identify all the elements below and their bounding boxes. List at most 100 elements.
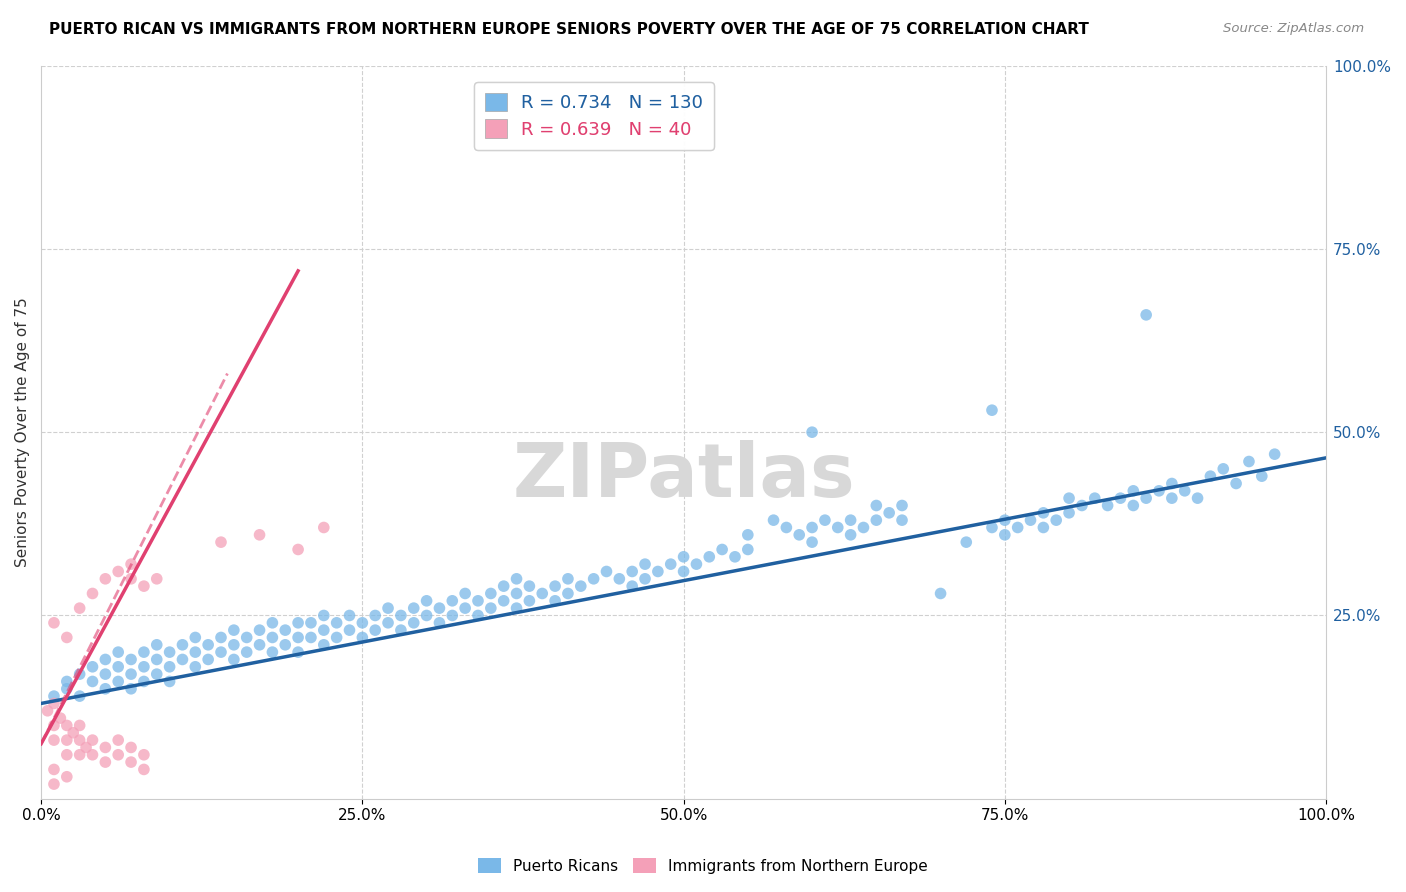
- Point: [801, 425, 824, 440]
- Point: [222, 623, 245, 637]
- Point: [389, 623, 412, 637]
- Point: [1135, 491, 1157, 505]
- Point: [505, 572, 527, 586]
- Point: [69, 601, 91, 615]
- Point: [364, 623, 387, 637]
- Point: [56, 733, 79, 747]
- Point: [287, 645, 309, 659]
- Point: [120, 572, 142, 586]
- Point: [274, 638, 297, 652]
- Point: [672, 565, 695, 579]
- Point: [1135, 308, 1157, 322]
- Point: [787, 528, 810, 542]
- Point: [762, 513, 785, 527]
- Point: [1122, 483, 1144, 498]
- Point: [634, 572, 657, 586]
- Point: [132, 763, 155, 777]
- Point: [1147, 483, 1170, 498]
- Point: [1045, 513, 1067, 527]
- Point: [159, 645, 181, 659]
- Point: [222, 638, 245, 652]
- Point: [544, 594, 567, 608]
- Point: [994, 513, 1017, 527]
- Point: [364, 608, 387, 623]
- Point: [801, 520, 824, 534]
- Point: [120, 557, 142, 571]
- Point: [94, 652, 117, 666]
- Point: [955, 535, 977, 549]
- Point: [222, 652, 245, 666]
- Point: [1032, 520, 1054, 534]
- Point: [737, 542, 759, 557]
- Point: [685, 557, 707, 571]
- Y-axis label: Seniors Poverty Over the Age of 75: Seniors Poverty Over the Age of 75: [15, 297, 30, 567]
- Point: [711, 542, 734, 557]
- Point: [1070, 499, 1092, 513]
- Point: [519, 594, 541, 608]
- Point: [287, 631, 309, 645]
- Point: [865, 513, 887, 527]
- Point: [262, 645, 284, 659]
- Point: [197, 652, 219, 666]
- Point: [94, 572, 117, 586]
- Point: [1084, 491, 1107, 505]
- Point: [415, 608, 437, 623]
- Point: [184, 660, 207, 674]
- Point: [159, 660, 181, 674]
- Point: [42, 615, 65, 630]
- Point: [172, 638, 194, 652]
- Point: [145, 638, 167, 652]
- Point: [441, 594, 464, 608]
- Point: [1122, 499, 1144, 513]
- Point: [325, 631, 347, 645]
- Point: [827, 520, 849, 534]
- Point: [249, 528, 271, 542]
- Point: [325, 615, 347, 630]
- Point: [994, 528, 1017, 542]
- Point: [621, 579, 644, 593]
- Point: [120, 667, 142, 681]
- Text: ZIPatlas: ZIPatlas: [512, 440, 855, 513]
- Point: [94, 755, 117, 769]
- Point: [377, 601, 399, 615]
- Point: [42, 689, 65, 703]
- Point: [56, 747, 79, 762]
- Point: [775, 520, 797, 534]
- Text: PUERTO RICAN VS IMMIGRANTS FROM NORTHERN EUROPE SENIORS POVERTY OVER THE AGE OF : PUERTO RICAN VS IMMIGRANTS FROM NORTHERN…: [49, 22, 1090, 37]
- Point: [235, 645, 257, 659]
- Point: [389, 608, 412, 623]
- Point: [1187, 491, 1209, 505]
- Point: [120, 755, 142, 769]
- Point: [49, 711, 72, 725]
- Legend: Puerto Ricans, Immigrants from Northern Europe: Puerto Ricans, Immigrants from Northern …: [471, 852, 935, 880]
- Point: [1160, 476, 1182, 491]
- Point: [929, 586, 952, 600]
- Point: [107, 674, 129, 689]
- Point: [1250, 469, 1272, 483]
- Point: [262, 631, 284, 645]
- Point: [82, 747, 104, 762]
- Point: [120, 740, 142, 755]
- Point: [839, 513, 862, 527]
- Point: [42, 763, 65, 777]
- Point: [209, 645, 232, 659]
- Point: [69, 733, 91, 747]
- Point: [1174, 483, 1197, 498]
- Point: [1097, 499, 1119, 513]
- Point: [299, 615, 322, 630]
- Point: [1019, 513, 1042, 527]
- Point: [312, 608, 335, 623]
- Point: [56, 674, 79, 689]
- Point: [184, 631, 207, 645]
- Point: [634, 557, 657, 571]
- Point: [339, 623, 361, 637]
- Point: [402, 615, 425, 630]
- Point: [1032, 506, 1054, 520]
- Point: [82, 733, 104, 747]
- Point: [56, 770, 79, 784]
- Point: [981, 403, 1004, 417]
- Point: [724, 549, 747, 564]
- Point: [891, 499, 914, 513]
- Point: [1264, 447, 1286, 461]
- Point: [312, 520, 335, 534]
